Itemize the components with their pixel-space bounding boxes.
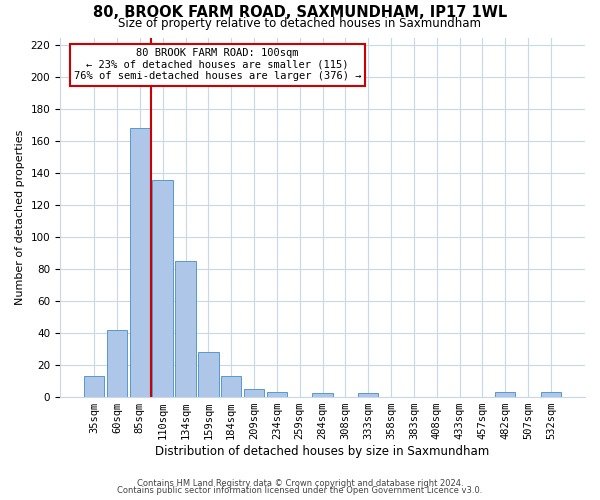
Bar: [175, 261, 196, 396]
X-axis label: Distribution of detached houses by size in Saxmundham: Distribution of detached houses by size …: [155, 444, 490, 458]
Bar: [541, 392, 561, 396]
Bar: [84, 376, 104, 396]
Bar: [152, 180, 173, 396]
Text: 80, BROOK FARM ROAD, SAXMUNDHAM, IP17 1WL: 80, BROOK FARM ROAD, SAXMUNDHAM, IP17 1W…: [93, 5, 507, 20]
Text: Size of property relative to detached houses in Saxmundham: Size of property relative to detached ho…: [119, 17, 482, 30]
Bar: [107, 330, 127, 396]
Bar: [266, 392, 287, 396]
Y-axis label: Number of detached properties: Number of detached properties: [15, 130, 25, 304]
Bar: [130, 128, 150, 396]
Text: Contains public sector information licensed under the Open Government Licence v3: Contains public sector information licen…: [118, 486, 482, 495]
Bar: [495, 392, 515, 396]
Bar: [198, 352, 218, 397]
Text: 80 BROOK FARM ROAD: 100sqm
← 23% of detached houses are smaller (115)
76% of sem: 80 BROOK FARM ROAD: 100sqm ← 23% of deta…: [74, 48, 361, 82]
Bar: [312, 394, 333, 396]
Text: Contains HM Land Registry data © Crown copyright and database right 2024.: Contains HM Land Registry data © Crown c…: [137, 478, 463, 488]
Bar: [244, 388, 264, 396]
Bar: [358, 394, 379, 396]
Bar: [221, 376, 241, 396]
